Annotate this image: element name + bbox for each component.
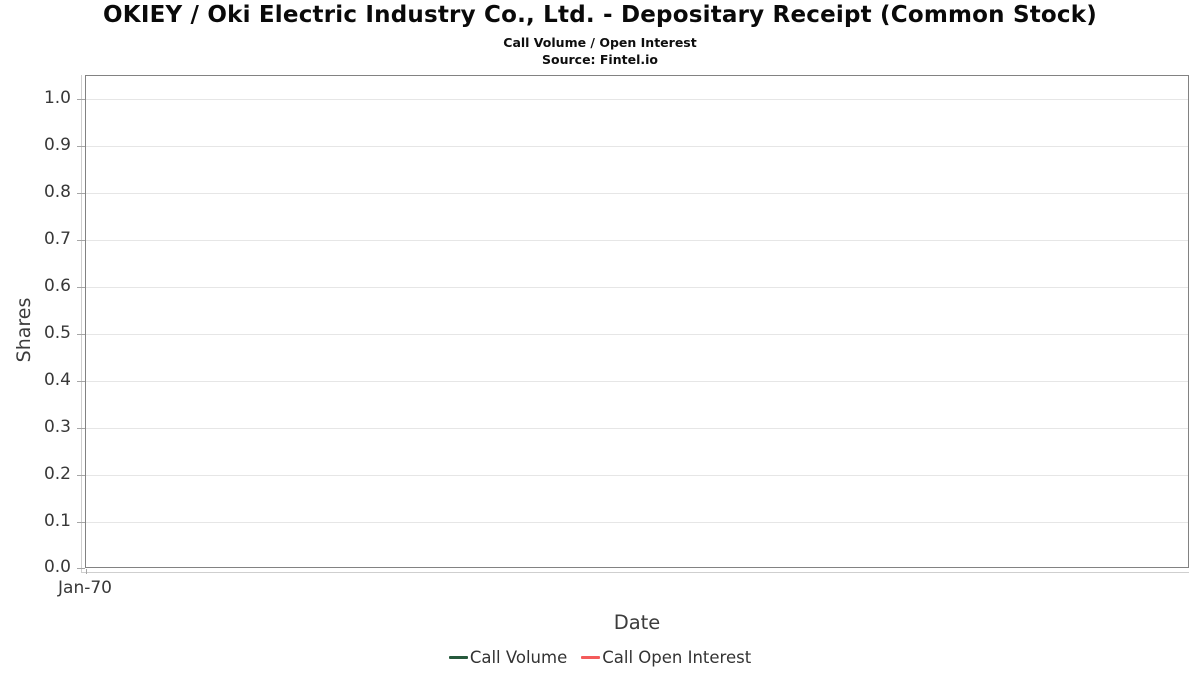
gridline <box>86 193 1188 194</box>
y-tick-label: 0.9 <box>43 135 71 155</box>
y-axis-label: Shares <box>13 297 35 363</box>
legend-marker-icon <box>581 656 601 659</box>
plot-area <box>77 75 1189 574</box>
y-tick-mark <box>77 568 85 569</box>
y-tick-label: 0.2 <box>43 464 71 484</box>
legend-item-label: Call Volume <box>469 648 568 667</box>
y-tick-mark <box>77 146 85 147</box>
gridline <box>86 287 1188 288</box>
y-axis: 1.0 0.9 0.8 0.7 0.6 0.5 0.4 0.3 0.2 0.1 0.0 <box>0 75 71 577</box>
gridline <box>86 522 1188 523</box>
y-tick-label: 0.0 <box>43 557 71 577</box>
legend-item-call-open-interest[interactable]: Call Open Interest <box>581 648 751 667</box>
chart-source-label: Source: Fintel.io <box>542 52 658 67</box>
y-tick-mark <box>77 428 85 429</box>
y-tick-label: 0.6 <box>43 276 71 296</box>
y-tick-mark <box>77 240 85 241</box>
gridline <box>86 146 1188 147</box>
legend: Call Volume Call Open Interest <box>0 648 1200 667</box>
x-tick-label: Jan-70 <box>58 578 112 598</box>
legend-item-label: Call Open Interest <box>602 648 752 667</box>
gridline <box>86 381 1188 382</box>
y-tick-mark <box>77 381 85 382</box>
x-tick-mark <box>86 569 87 574</box>
gridline <box>86 240 1188 241</box>
gridline <box>86 475 1188 476</box>
y-tick-mark <box>77 522 85 523</box>
y-tick-mark <box>77 475 85 476</box>
gridline <box>86 428 1188 429</box>
page-title: OKIEY / Oki Electric Industry Co., Ltd. … <box>103 2 1097 28</box>
x-axis-label: Date <box>613 611 661 634</box>
y-tick-mark <box>77 287 85 288</box>
y-tick-label: 0.1 <box>43 511 71 531</box>
y-tick-mark <box>77 99 85 100</box>
gridline <box>86 334 1188 335</box>
legend-marker-icon <box>448 656 468 659</box>
y-tick-label: 0.7 <box>43 229 71 249</box>
gridline <box>86 99 1188 100</box>
y-tick-label: 0.3 <box>43 417 71 437</box>
legend-item-call-volume[interactable]: Call Volume <box>448 648 568 667</box>
y-tick-mark <box>77 334 85 335</box>
y-tick-label: 0.8 <box>43 182 71 202</box>
y-tick-label: 0.5 <box>43 323 71 343</box>
y-tick-label: 1.0 <box>43 88 71 108</box>
y-tick-mark <box>77 193 85 194</box>
y-tick-label: 0.4 <box>43 370 71 390</box>
chart-subtitle: Call Volume / Open Interest <box>503 35 697 50</box>
